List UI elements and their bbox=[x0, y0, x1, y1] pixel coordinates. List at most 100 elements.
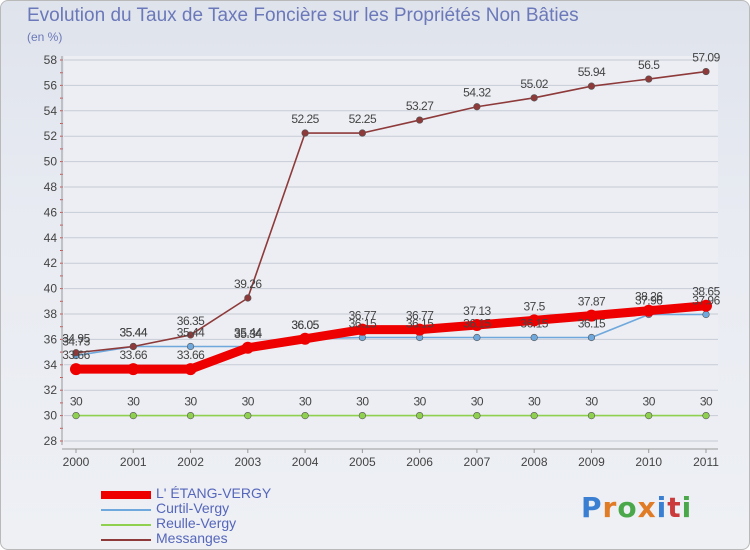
data-label-messanges: 57.09 bbox=[692, 51, 720, 65]
data-label-reulle-vergy: 30 bbox=[528, 395, 541, 409]
data-point-reulle-vergy bbox=[587, 412, 596, 420]
data-point-reulle-vergy bbox=[416, 412, 424, 420]
data-label-messanges: 55.94 bbox=[578, 65, 606, 79]
data-label-l-tang-vergy: 38.65 bbox=[692, 285, 720, 299]
data-point-messanges bbox=[244, 294, 252, 302]
data-label-curtil-vergy: 37.96 bbox=[635, 294, 663, 308]
data-label-messanges: 36.35 bbox=[177, 314, 205, 328]
data-point-l-tang-vergy bbox=[642, 304, 655, 317]
data-point-messanges bbox=[587, 82, 596, 90]
data-label-messanges: 54.32 bbox=[463, 86, 491, 100]
data-label-messanges: 56.5 bbox=[638, 58, 660, 72]
data-label-curtil-vergy: 35.44 bbox=[234, 326, 262, 340]
data-label-l-tang-vergy: 33.66 bbox=[120, 348, 148, 362]
proxiti-logo: Proxiti bbox=[581, 491, 692, 524]
legend-label-etang-vergy: L' ÉTANG-VERGY bbox=[156, 485, 272, 501]
y-unit-label: (en %) bbox=[27, 30, 63, 44]
data-label-reulle-vergy: 30 bbox=[242, 395, 255, 409]
x-tick-label: 2009 bbox=[578, 455, 605, 469]
data-point-messanges bbox=[645, 75, 653, 83]
x-tick-label: 2003 bbox=[234, 455, 261, 469]
data-point-l-tang-vergy bbox=[70, 363, 82, 376]
data-point-reulle-vergy bbox=[702, 412, 710, 420]
y-tick-label: 38 bbox=[44, 307, 58, 321]
y-tick-label: 28 bbox=[44, 434, 58, 448]
data-label-messanges: 52.25 bbox=[349, 112, 377, 126]
data-point-messanges bbox=[473, 103, 481, 111]
data-label-l-tang-vergy: 37.13 bbox=[463, 304, 491, 318]
x-tick-label: 2002 bbox=[177, 455, 204, 469]
data-point-l-tang-vergy bbox=[356, 323, 369, 336]
logo-letter: P bbox=[581, 491, 603, 524]
data-point-messanges bbox=[530, 94, 538, 102]
data-point-messanges bbox=[186, 331, 195, 339]
data-point-reulle-vergy bbox=[645, 412, 653, 420]
data-label-reulle-vergy: 30 bbox=[299, 395, 312, 409]
data-label-l-tang-vergy: 36.77 bbox=[349, 309, 377, 323]
y-tick-label: 56 bbox=[44, 78, 58, 92]
legend-swatch-etang-vergy bbox=[101, 491, 151, 499]
data-point-curtil-vergy bbox=[530, 333, 538, 342]
data-point-l-tang-vergy bbox=[299, 332, 312, 345]
data-label-l-tang-vergy: 37.5 bbox=[524, 299, 546, 313]
data-label-curtil-vergy: 36.15 bbox=[578, 316, 606, 330]
data-label-l-tang-vergy: 33.66 bbox=[177, 348, 205, 362]
data-label-messanges: 52.25 bbox=[291, 112, 319, 126]
y-tick-label: 52 bbox=[44, 129, 58, 143]
logo-letter: x bbox=[637, 491, 657, 524]
data-point-l-tang-vergy bbox=[127, 363, 140, 376]
data-point-messanges bbox=[702, 67, 710, 76]
data-label-l-tang-vergy: 36.77 bbox=[406, 309, 434, 323]
y-tick-label: 50 bbox=[44, 155, 58, 169]
x-tick-label: 2000 bbox=[63, 455, 90, 469]
legend-label-curtil-vergy: Curtil-Vergy bbox=[156, 500, 230, 516]
y-tick-label: 46 bbox=[44, 205, 58, 219]
x-tick-label: 2011 bbox=[693, 455, 719, 469]
logo-letter: i bbox=[681, 491, 693, 524]
y-tick-label: 32 bbox=[44, 383, 58, 397]
y-tick-label: 40 bbox=[44, 282, 58, 296]
data-label-messanges: 55.02 bbox=[520, 77, 548, 91]
data-label-reulle-vergy: 30 bbox=[127, 395, 140, 409]
data-point-curtil-vergy bbox=[702, 310, 710, 319]
data-point-l-tang-vergy bbox=[585, 309, 598, 322]
legend-label-messanges: Messanges bbox=[156, 530, 228, 546]
chart-title: Evolution du Taux de Taxe Foncière sur l… bbox=[27, 5, 579, 26]
data-label-curtil-vergy: 36.15 bbox=[463, 316, 491, 330]
data-point-messanges bbox=[72, 349, 80, 357]
data-point-messanges bbox=[301, 129, 309, 137]
y-tick-label: 48 bbox=[44, 180, 58, 194]
data-point-reulle-vergy bbox=[530, 412, 538, 420]
data-point-reulle-vergy bbox=[301, 412, 309, 420]
data-label-l-tang-vergy: 33.66 bbox=[62, 348, 90, 362]
data-point-curtil-vergy bbox=[587, 333, 596, 342]
data-label-l-tang-vergy: 35.34 bbox=[234, 327, 262, 341]
data-point-messanges bbox=[129, 342, 137, 351]
data-label-reulle-vergy: 30 bbox=[356, 395, 369, 409]
y-tick-label: 36 bbox=[44, 332, 58, 346]
plot-area bbox=[64, 56, 718, 445]
data-label-reulle-vergy: 30 bbox=[413, 395, 426, 409]
data-point-reulle-vergy bbox=[244, 412, 252, 420]
y-tick-label: 44 bbox=[44, 231, 58, 245]
data-point-reulle-vergy bbox=[358, 412, 366, 420]
legend-swatch-messanges bbox=[101, 539, 151, 541]
data-label-curtil-vergy: 34.73 bbox=[62, 335, 90, 349]
data-label-curtil-vergy: 35.44 bbox=[177, 326, 205, 340]
x-tick-label: 2004 bbox=[292, 455, 319, 469]
data-point-curtil-vergy bbox=[186, 342, 195, 351]
y-tick-label: 54 bbox=[44, 104, 58, 118]
data-point-l-tang-vergy bbox=[413, 323, 426, 336]
data-label-curtil-vergy: 36.15 bbox=[520, 316, 548, 330]
data-label-curtil-vergy: 36.15 bbox=[349, 316, 377, 330]
logo-letter: t bbox=[667, 491, 682, 524]
data-label-reulle-vergy: 30 bbox=[643, 395, 656, 409]
data-point-l-tang-vergy bbox=[528, 314, 541, 327]
data-label-messanges: 34.95 bbox=[62, 332, 90, 346]
data-label-reulle-vergy: 30 bbox=[70, 395, 83, 409]
x-tick-label: 2007 bbox=[464, 455, 491, 469]
x-tick-label: 2008 bbox=[521, 455, 548, 469]
series-line-curtil-vergy bbox=[75, 313, 706, 357]
